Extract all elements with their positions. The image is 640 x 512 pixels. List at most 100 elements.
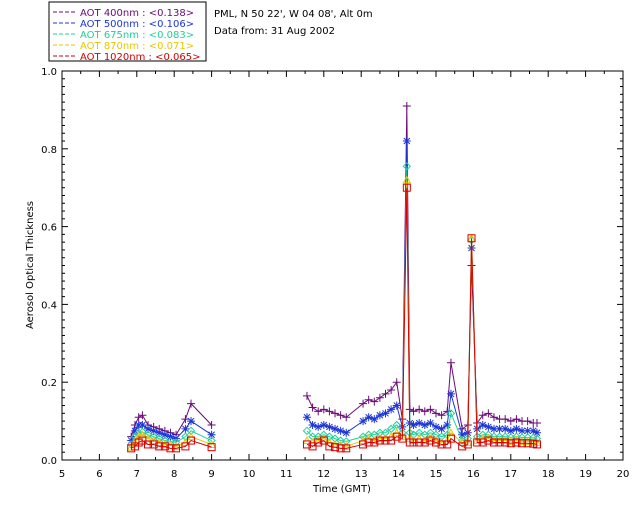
data-point-star: [402, 137, 411, 146]
data-point-plus: [375, 393, 384, 402]
data-point-star: [166, 432, 175, 441]
data-point-square: [458, 442, 467, 451]
date-info: Data from: 31 Aug 2002: [214, 26, 335, 37]
legend: AOT 400nm : <0.138>AOT 500nm : <0.106>AO…: [48, 1, 207, 63]
data-point-square: [144, 440, 153, 449]
data-point-plus: [302, 391, 311, 400]
data-point-star: [314, 422, 323, 431]
x-tick-label: 19: [579, 469, 592, 480]
data-point-plus: [319, 405, 328, 414]
x-tick-label: 13: [355, 469, 368, 480]
data-point-star: [437, 424, 446, 433]
x-tick-label: 14: [392, 469, 405, 480]
data-point-plus: [392, 378, 401, 387]
data-point-star: [155, 428, 164, 437]
data-point-triangle: [138, 430, 147, 439]
data-point-plus: [370, 397, 379, 406]
x-tick-label: 12: [317, 469, 330, 480]
data-point-square: [473, 438, 482, 447]
data-point-diamond: [138, 427, 147, 437]
data-point-star: [392, 401, 401, 410]
data-point-star: [187, 417, 196, 426]
series-line: [306, 179, 538, 447]
data-point-square: [375, 436, 384, 445]
y-tick-label: 0.0: [41, 456, 57, 467]
data-point-star: [181, 424, 190, 433]
data-point-square: [314, 438, 323, 447]
data-point-star: [443, 420, 452, 429]
data-point-star: [331, 424, 340, 433]
x-tick-label: 9: [208, 469, 214, 480]
data-point-plus: [331, 409, 340, 418]
series-line: [306, 106, 537, 430]
data-point-triangle: [463, 437, 473, 446]
data-point-plus: [420, 407, 429, 416]
data-point-plus: [308, 403, 317, 412]
data-point-diamond: [381, 428, 390, 437]
data-point-square: [319, 436, 328, 445]
data-point-square: [336, 444, 345, 453]
series-1: [127, 137, 541, 445]
data-point-star: [144, 424, 153, 433]
data-point-star: [506, 426, 515, 435]
plot-axes: [61, 70, 624, 461]
data-point-plus: [402, 102, 411, 111]
legend-box: [48, 1, 207, 62]
data-point-diamond: [325, 432, 334, 441]
data-point-diamond: [186, 426, 196, 436]
data-point-square: [532, 440, 541, 449]
series-line: [306, 141, 538, 436]
data-point-diamond: [414, 428, 424, 437]
legend-label: AOT 500nm : <0.106>: [80, 19, 194, 30]
x-tick-label: 16: [467, 469, 480, 480]
data-point-diamond: [330, 434, 340, 443]
data-point-square: [187, 436, 196, 445]
data-point-square: [446, 434, 455, 443]
data-point-star: [160, 430, 169, 439]
data-point-star: [484, 422, 493, 431]
data-point-star: [529, 426, 538, 435]
legend-label: AOT 870nm : <0.071>: [80, 41, 194, 52]
data-point-star: [302, 413, 311, 422]
data-point-square: [415, 438, 424, 447]
x-tick-label: 17: [504, 469, 517, 480]
series-4: [127, 183, 541, 453]
data-point-plus: [523, 417, 532, 426]
data-point-plus: [381, 389, 390, 398]
data-point-star: [342, 428, 351, 437]
data-point-diamond: [426, 428, 435, 437]
x-tick-label: 7: [134, 469, 140, 480]
series-2: [126, 162, 542, 449]
data-point-plus: [512, 415, 521, 424]
data-point-square: [302, 440, 311, 449]
data-point-star: [518, 426, 527, 435]
data-point-star: [308, 420, 317, 429]
data-point-plus: [489, 413, 498, 422]
data-point-star: [364, 413, 373, 422]
data-point-star: [319, 420, 328, 429]
data-point-square: [489, 438, 498, 447]
x-tick-label: 20: [617, 469, 630, 480]
x-axis-ticks: 5 6 7 8 9 10 11 12 13 14 15 16 17 18 19 20: [59, 71, 630, 480]
data-point-star: [415, 419, 424, 428]
data-point-square: [420, 438, 429, 447]
data-point-diamond: [402, 162, 412, 171]
legend-label: AOT 1020nm : <0.065>: [80, 52, 200, 63]
data-point-plus: [359, 399, 368, 408]
x-tick-label: 5: [59, 469, 65, 480]
data-point-star: [359, 417, 368, 426]
y-tick-label: 0.8: [41, 145, 57, 156]
data-point-triangle: [186, 432, 196, 441]
series-line: [130, 402, 212, 437]
data-point-star: [478, 420, 487, 429]
series-line: [306, 166, 538, 442]
data-point-square: [160, 442, 169, 451]
data-point-plus: [506, 417, 515, 426]
data-point-triangle: [149, 435, 158, 445]
data-point-plus: [138, 411, 147, 420]
data-point-triangle: [392, 428, 402, 437]
x-tick-label: 6: [96, 469, 102, 480]
data-point-square: [495, 438, 504, 447]
series-3: [126, 175, 542, 451]
